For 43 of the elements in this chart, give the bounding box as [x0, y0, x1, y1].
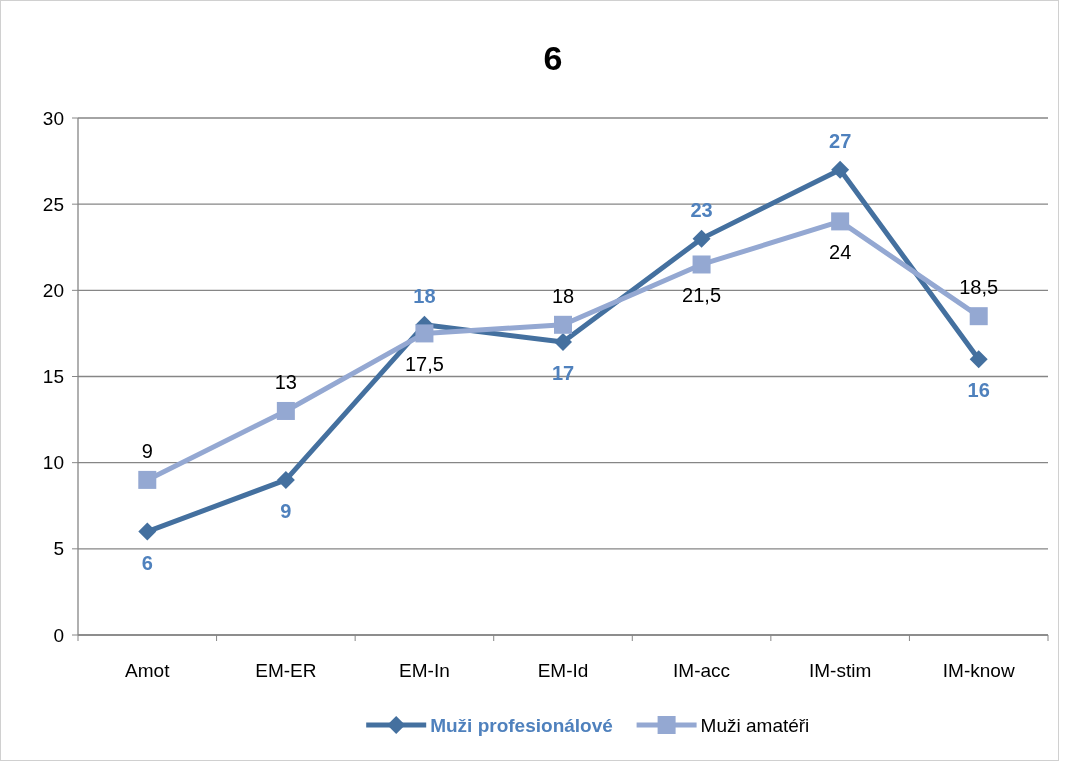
y-tick-label: 15	[42, 366, 64, 388]
data-label: 6	[141, 551, 153, 574]
y-tick-label: 25	[42, 193, 64, 215]
y-tick-label: 20	[42, 279, 64, 301]
x-tick-label: EM-ER	[255, 660, 317, 681]
point	[415, 324, 434, 343]
point	[138, 522, 157, 541]
data-label: 18,5	[959, 276, 999, 299]
y-tick-label: 0	[53, 624, 64, 646]
data-label: 27	[829, 129, 852, 152]
data-label: 16	[967, 379, 990, 402]
x-tick-label: IM-acc	[673, 660, 731, 681]
point	[969, 307, 988, 326]
data-label: 23	[690, 198, 713, 221]
y-tick-label: 30	[42, 107, 64, 129]
y-tick-label: 5	[53, 538, 64, 560]
data-label: 18	[413, 284, 436, 307]
point	[831, 212, 850, 231]
point	[831, 160, 850, 179]
x-tick-label: IM-stim	[809, 660, 872, 681]
point	[969, 350, 988, 369]
point	[276, 470, 295, 489]
data-label: 18	[551, 284, 575, 307]
point	[554, 333, 572, 352]
x-tick-label: EM-In	[399, 660, 450, 681]
point	[692, 229, 711, 248]
x-tick-label: Amot	[125, 660, 171, 681]
data-label: 21,5	[682, 284, 722, 307]
data-label: 9	[141, 439, 153, 462]
data-label: 17,5	[404, 353, 444, 376]
x-tick-label: IM-know	[942, 660, 1015, 681]
y-tick-label: 10	[42, 452, 64, 474]
point	[276, 401, 295, 420]
data-label: 9	[280, 499, 292, 522]
legend-label: Muži amatéři	[700, 714, 810, 736]
legend-label: Muži profesionálové	[430, 714, 613, 736]
data-label: 13	[274, 370, 297, 393]
x-tick-label: EM-Id	[537, 660, 589, 681]
chart-title: 6	[543, 39, 563, 77]
point	[554, 315, 572, 334]
point	[692, 255, 711, 274]
point	[138, 470, 157, 489]
data-label: 24	[829, 241, 852, 264]
